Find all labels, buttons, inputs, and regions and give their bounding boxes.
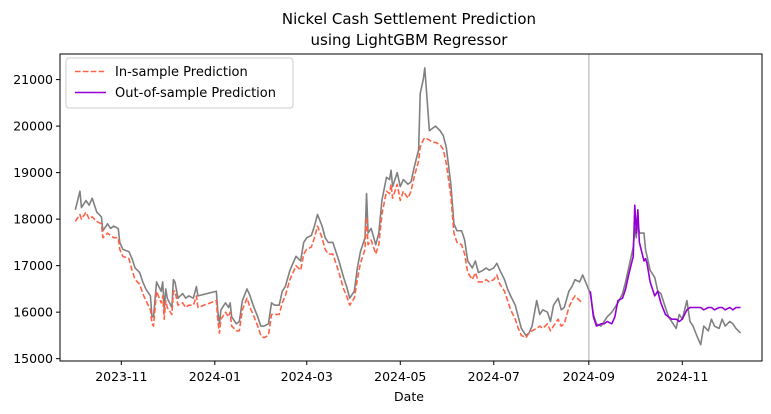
series-layer [74, 67, 742, 346]
x-tick-label: 2024-05 [374, 369, 426, 384]
legend-frame [65, 57, 294, 109]
legend-label-in-sample: In-sample Prediction [115, 65, 248, 80]
legend-label-out-of-sample: Out-of-sample Prediction [115, 86, 276, 101]
legend: In-sample Prediction Out-of-sample Predi… [65, 57, 294, 109]
series-line-out-of-sample [589, 204, 741, 327]
y-tick-label: 20000 [13, 119, 53, 134]
x-tick-label: 2024-03 [281, 369, 333, 384]
y-tick-label: 15000 [13, 351, 53, 366]
y-tick-label: 21000 [13, 72, 53, 87]
x-axis-label: Date [394, 389, 424, 404]
chart-subtitle: using LightGBM Regressor [311, 31, 509, 49]
x-tick-label: 2023-11 [95, 369, 147, 384]
y-tick-label: 19000 [13, 165, 53, 180]
y-tick-label: 16000 [13, 305, 53, 320]
plot-frame [59, 53, 763, 362]
y-tick-label: 18000 [13, 212, 53, 227]
x-tick-label: 2024-09 [563, 369, 615, 384]
x-tick-label: 2024-07 [468, 369, 520, 384]
axes-layer: 15000 16000 17000 18000 19000 20000 21000 2023-… [13, 53, 763, 384]
series-line-in-sample [74, 136, 584, 339]
x-tick-label: 2024-01 [189, 369, 241, 384]
x-tick-label: 2024-11 [656, 369, 708, 384]
chart-title: Nickel Cash Settlement Prediction [282, 10, 536, 28]
y-tick-label: 17000 [13, 258, 53, 273]
